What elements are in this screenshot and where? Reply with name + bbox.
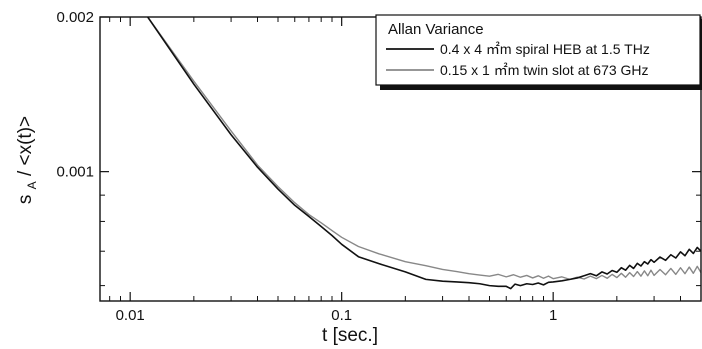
y-axis-label-subscript: A	[25, 181, 39, 189]
y-axis-label: s A / <x(t)>	[15, 116, 41, 204]
legend-box	[375, 14, 701, 86]
legend-title: Allan Variance	[388, 21, 484, 38]
y-axis-ticks: 0.001 0.002	[56, 9, 701, 287]
y-tick-label: 0.002	[56, 9, 94, 26]
x-axis-label: t [sec.]	[322, 325, 378, 346]
series-line-spiral-heb	[146, 17, 702, 290]
legend-entry-spiral-heb: 0.4 x 4 ㎡m spiral HEB at 1.5 THz	[440, 41, 650, 57]
legend: Allan Variance 0.4 x 4 ㎡m spiral HEB at …	[375, 14, 702, 90]
y-axis-label-rest: / <x(t)>	[15, 116, 36, 176]
x-tick-label: 1	[549, 307, 557, 324]
y-axis-label-main: s	[15, 195, 36, 205]
series-line-twin-slot	[146, 17, 702, 281]
legend-entry-twin-slot: 0.15 x 1 ㎡m twin slot at 673 GHz	[440, 62, 649, 78]
x-tick-label: 0.01	[116, 307, 145, 324]
series-layer	[146, 17, 702, 290]
x-tick-label: 0.1	[331, 307, 352, 324]
y-tick-label: 0.001	[56, 164, 94, 181]
